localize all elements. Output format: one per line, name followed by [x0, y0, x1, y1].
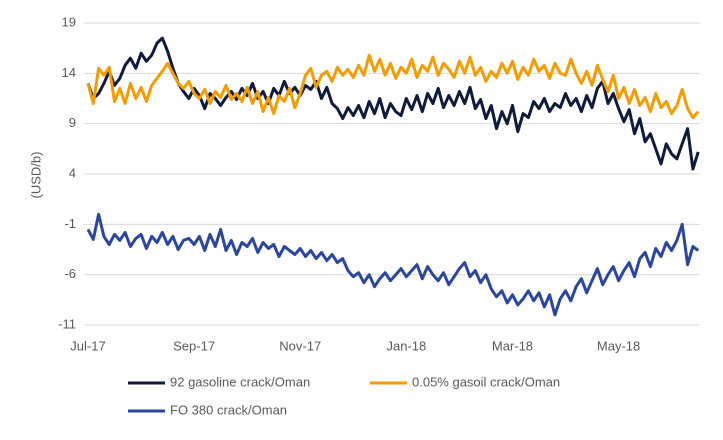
y-tick-label: -6 — [64, 266, 76, 281]
x-tick-label: May-18 — [597, 338, 640, 353]
y-tick-label: 9 — [69, 115, 76, 130]
y-tick-label: 14 — [62, 65, 76, 80]
line-series — [86, 36, 700, 171]
x-tick-label: Mar-18 — [492, 338, 533, 353]
legend-label: 0.05% gasoil crack/Oman — [412, 374, 560, 389]
y-tick-label: 4 — [69, 165, 76, 180]
line-series — [86, 212, 700, 317]
y-tick-label: -1 — [64, 216, 76, 231]
x-tick-label: Nov-17 — [279, 338, 321, 353]
x-tick-label: Jan-18 — [386, 338, 426, 353]
x-tick-label: Jul-17 — [70, 338, 105, 353]
y-axis-label: (USD/b) — [28, 152, 43, 199]
y-tick-label: 19 — [62, 14, 76, 29]
line-series — [86, 53, 700, 120]
y-tick-label: -11 — [58, 316, 76, 331]
x-tick-label: Sep-17 — [173, 338, 215, 353]
legend-label: 92 gasoline crack/Oman — [170, 374, 310, 389]
legend-label: FO 380 crack/Oman — [170, 402, 287, 417]
